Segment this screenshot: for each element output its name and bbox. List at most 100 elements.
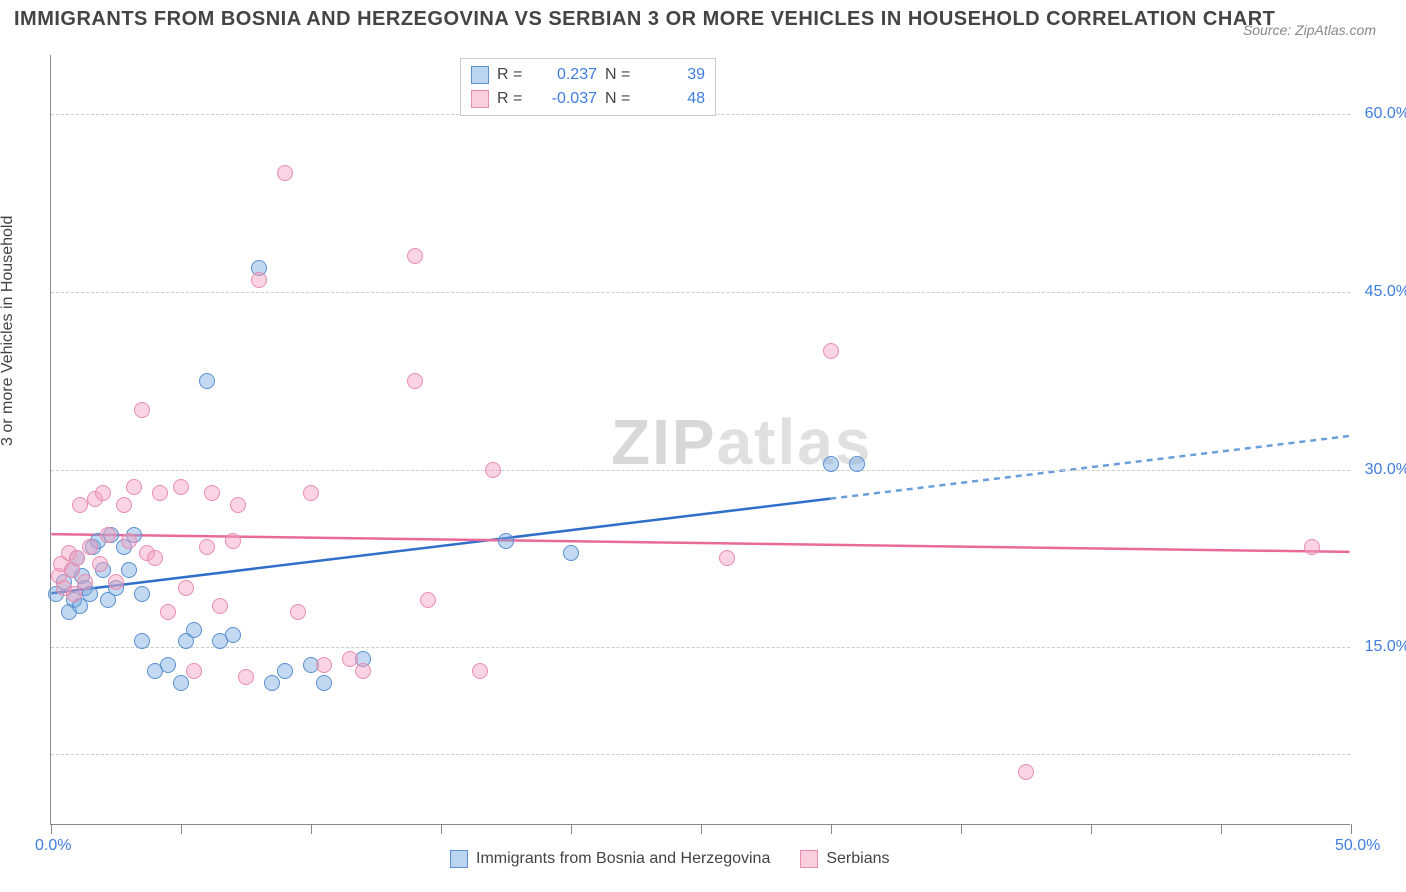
legend-swatch [471, 66, 489, 84]
legend-swatch [471, 90, 489, 108]
series-legend-item: Serbians [800, 850, 889, 868]
gridline [51, 754, 1350, 755]
data-point-serbia [472, 663, 488, 679]
data-point-serbia [77, 574, 93, 590]
data-point-serbia [147, 550, 163, 566]
legend-swatch [800, 850, 818, 868]
gridline [51, 292, 1350, 293]
data-point-serbia [303, 485, 319, 501]
data-point-bosnia [186, 622, 202, 638]
data-point-serbia [160, 604, 176, 620]
data-point-bosnia [316, 675, 332, 691]
x-tick [51, 824, 52, 834]
y-tick-label: 60.0% [1365, 105, 1406, 123]
gridline [51, 647, 1350, 648]
x-tick-label: 0.0% [35, 837, 71, 855]
data-point-serbia [92, 556, 108, 572]
data-point-serbia [485, 462, 501, 478]
data-point-serbia [251, 272, 267, 288]
data-point-serbia [69, 550, 85, 566]
legend-label: N = [605, 87, 637, 111]
data-point-bosnia [225, 627, 241, 643]
legend-row: R = 0.237 N = 39 [471, 63, 705, 87]
x-tick [1351, 824, 1352, 834]
data-point-serbia [719, 550, 735, 566]
chart-title: IMMIGRANTS FROM BOSNIA AND HERZEGOVINA V… [14, 8, 1275, 31]
series-legend-item: Immigrants from Bosnia and Herzegovina [450, 850, 770, 868]
plot-area: ZIPatlas 15.0%30.0%45.0%60.0% [50, 55, 1350, 825]
x-tick [571, 824, 572, 834]
x-tick [1221, 824, 1222, 834]
data-point-serbia [95, 485, 111, 501]
data-point-bosnia [173, 675, 189, 691]
data-point-bosnia [121, 562, 137, 578]
x-tick [831, 824, 832, 834]
data-point-bosnia [277, 663, 293, 679]
data-point-serbia [178, 580, 194, 596]
y-tick-label: 15.0% [1365, 638, 1406, 656]
legend-value: -0.037 [537, 87, 597, 111]
data-point-serbia [212, 598, 228, 614]
data-point-serbia [420, 592, 436, 608]
chart-container: IMMIGRANTS FROM BOSNIA AND HERZEGOVINA V… [0, 0, 1406, 892]
data-point-serbia [225, 533, 241, 549]
data-point-serbia [355, 663, 371, 679]
legend-value: 39 [645, 63, 705, 87]
data-point-serbia [100, 527, 116, 543]
data-point-serbia [823, 343, 839, 359]
data-point-serbia [186, 663, 202, 679]
data-point-serbia [121, 533, 137, 549]
data-point-serbia [152, 485, 168, 501]
data-point-serbia [116, 497, 132, 513]
x-tick [701, 824, 702, 834]
legend-value: 0.237 [537, 63, 597, 87]
x-tick [1091, 824, 1092, 834]
x-tick [181, 824, 182, 834]
data-point-serbia [126, 479, 142, 495]
data-point-bosnia [134, 633, 150, 649]
data-point-serbia [277, 165, 293, 181]
data-point-serbia [230, 497, 246, 513]
data-point-bosnia [563, 545, 579, 561]
data-point-bosnia [134, 586, 150, 602]
series-legend: Immigrants from Bosnia and Herzegovina Se… [450, 850, 890, 868]
data-point-serbia [173, 479, 189, 495]
data-point-serbia [82, 539, 98, 555]
x-tick [311, 824, 312, 834]
data-point-bosnia [849, 456, 865, 472]
legend-row: R = -0.037 N = 48 [471, 87, 705, 111]
y-axis-label: 3 or more Vehicles in Household [0, 216, 17, 446]
y-tick-label: 30.0% [1365, 461, 1406, 479]
data-point-serbia [290, 604, 306, 620]
data-point-serbia [1018, 764, 1034, 780]
data-point-serbia [342, 651, 358, 667]
correlation-legend: R = 0.237 N = 39 R = -0.037 N = 48 [460, 58, 716, 116]
data-point-serbia [134, 402, 150, 418]
legend-label: R = [497, 63, 529, 87]
data-point-serbia [1304, 539, 1320, 555]
data-point-serbia [316, 657, 332, 673]
y-tick-label: 45.0% [1365, 283, 1406, 301]
data-point-bosnia [823, 456, 839, 472]
x-tick [961, 824, 962, 834]
x-tick-label: 50.0% [1335, 837, 1380, 855]
data-point-bosnia [264, 675, 280, 691]
source-label: Source: ZipAtlas.com [1243, 22, 1376, 38]
legend-label: N = [605, 63, 637, 87]
data-point-serbia [204, 485, 220, 501]
gridline [51, 470, 1350, 471]
data-point-serbia [407, 248, 423, 264]
legend-label: R = [497, 87, 529, 111]
data-point-serbia [199, 539, 215, 555]
data-point-serbia [72, 497, 88, 513]
legend-value: 48 [645, 87, 705, 111]
x-tick [441, 824, 442, 834]
series-legend-label: Immigrants from Bosnia and Herzegovina [476, 850, 770, 868]
series-legend-label: Serbians [826, 850, 889, 868]
data-point-bosnia [498, 533, 514, 549]
data-point-serbia [108, 574, 124, 590]
data-point-bosnia [199, 373, 215, 389]
data-point-serbia [238, 669, 254, 685]
data-point-bosnia [160, 657, 176, 673]
legend-swatch [450, 850, 468, 868]
